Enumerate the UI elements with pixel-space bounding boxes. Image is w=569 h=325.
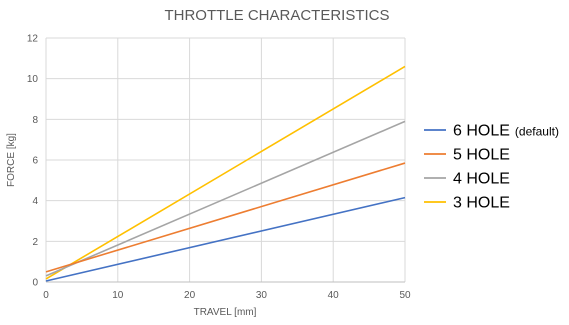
legend-label: 6 HOLE (default)	[453, 123, 559, 140]
y-tick-label: 6	[32, 156, 38, 167]
legend: 6 HOLE (default) 5 HOLE 4 HOLE 3 HOLE	[424, 123, 559, 212]
x-axis-title: TRAVEL [mm]	[194, 307, 257, 318]
legend-label: 4 HOLE	[453, 171, 510, 188]
series-line-6-hole	[45, 196, 406, 282]
series-lines	[45, 65, 406, 282]
grid	[46, 37, 406, 282]
y-tick-label: 0	[32, 278, 38, 289]
x-tick-label: 0	[43, 290, 49, 301]
x-tick-label: 30	[256, 290, 268, 301]
y-tick-label: 12	[27, 34, 39, 45]
x-tick-label: 20	[184, 290, 196, 301]
axes	[45, 38, 405, 283]
tick-labels: 0 10 20 30 40 50 0 2 4 6 8 10 12	[27, 34, 411, 302]
x-tick-label: 50	[399, 290, 411, 301]
x-tick-label: 40	[328, 290, 340, 301]
series-line-3-hole	[45, 65, 406, 280]
y-tick-label: 8	[32, 115, 38, 126]
chart-title: THROTTLE CHARACTERISTICS	[164, 7, 389, 24]
y-tick-label: 2	[32, 237, 38, 248]
y-tick-label: 4	[32, 196, 38, 207]
legend-label: 3 HOLE	[453, 195, 510, 212]
y-tick-label: 10	[27, 74, 39, 85]
y-axis-title: FORCE [kg]	[6, 133, 17, 187]
x-tick-label: 10	[112, 290, 124, 301]
series-line-5-hole	[45, 162, 406, 273]
legend-label: 5 HOLE	[453, 147, 510, 164]
series-line-4-hole	[45, 120, 406, 277]
